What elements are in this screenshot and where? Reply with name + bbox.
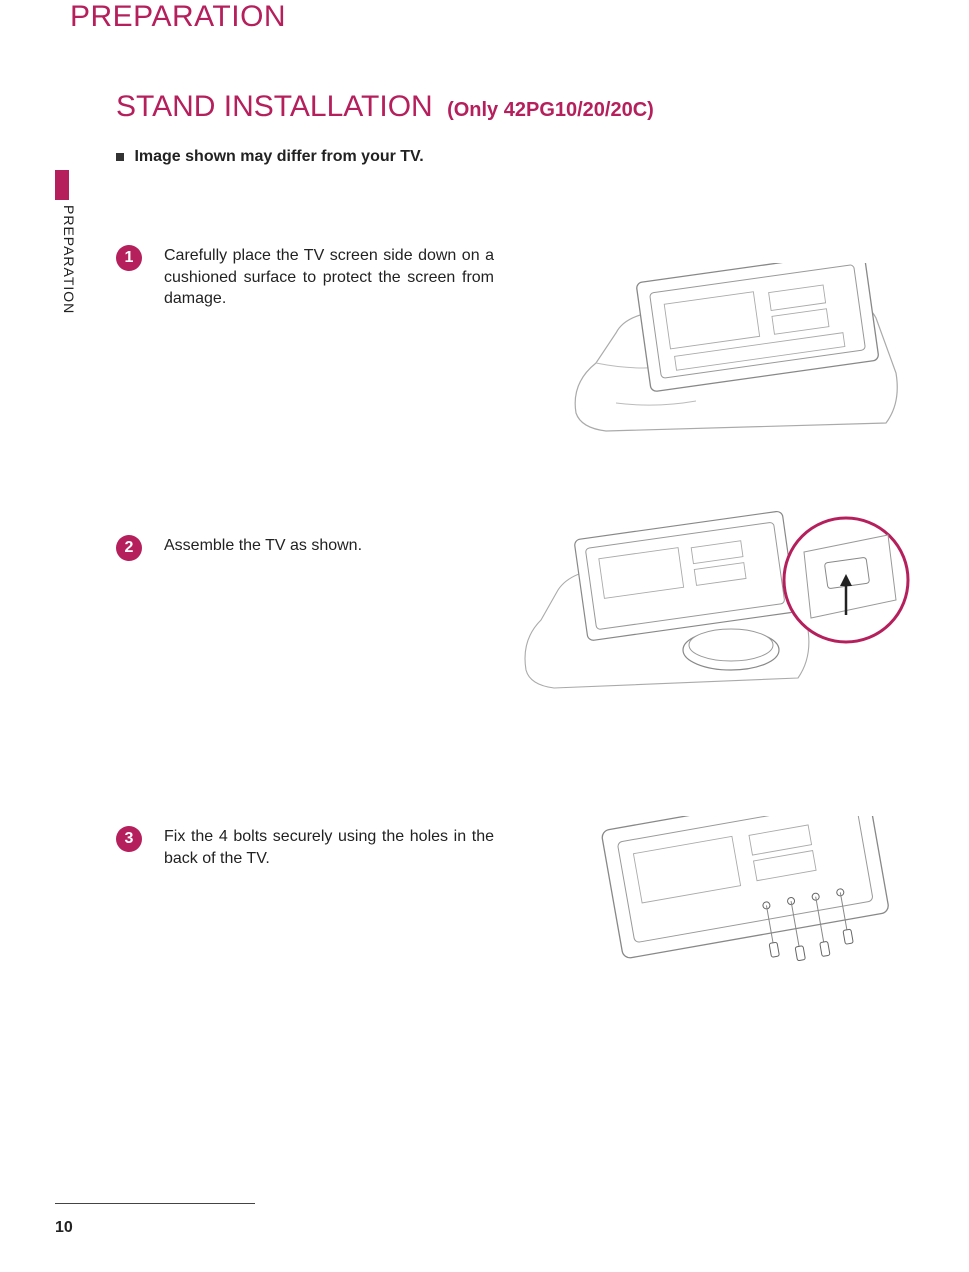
step-2-illustration <box>516 490 916 710</box>
section-subtitle: (Only 42PG10/20/20C) <box>447 99 654 121</box>
note-bullet-icon <box>116 153 124 161</box>
note: Image shown may differ from your TV. <box>116 148 424 166</box>
step-3-illustration <box>566 816 916 1016</box>
step-1-text: Carefully place the TV screen side down … <box>164 245 494 310</box>
side-tab-label: PREPARATION <box>61 205 77 314</box>
side-tab-accent <box>55 170 69 200</box>
step-2-text: Assemble the TV as shown. <box>164 535 494 557</box>
page: PREPARATION PREPARATION STAND INSTALLATI… <box>0 0 969 1272</box>
note-text: Image shown may differ from your TV. <box>134 148 423 165</box>
step-badge-2: 2 <box>116 535 142 561</box>
step-3-text: Fix the 4 bolts securely using the holes… <box>164 826 494 869</box>
page-number: 10 <box>55 1219 73 1237</box>
section-title-main: STAND INSTALLATION <box>116 90 433 123</box>
side-tab: PREPARATION <box>55 170 87 330</box>
step-badge-1: 1 <box>116 245 142 271</box>
chapter-title: PREPARATION <box>70 0 286 34</box>
step-badge-3: 3 <box>116 826 142 852</box>
footer-rule <box>55 1203 255 1204</box>
section-title: STAND INSTALLATION (Only 42PG10/20/20C) <box>116 90 654 124</box>
step-1-illustration <box>566 263 916 443</box>
